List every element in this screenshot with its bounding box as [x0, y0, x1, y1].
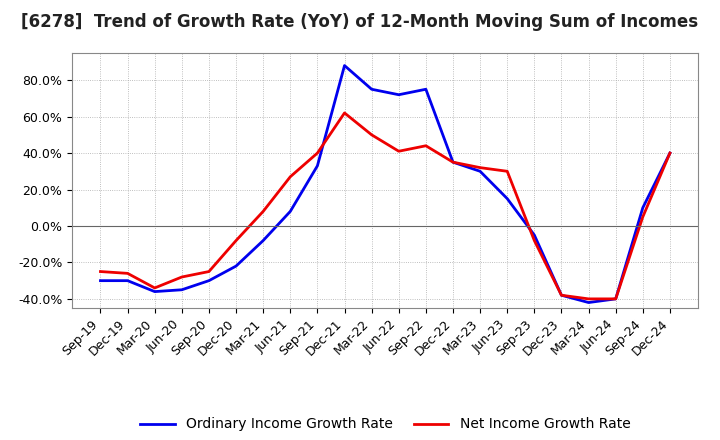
Net Income Growth Rate	[232, 238, 240, 243]
Ordinary Income Growth Rate	[530, 232, 539, 238]
Legend: Ordinary Income Growth Rate, Net Income Growth Rate: Ordinary Income Growth Rate, Net Income …	[135, 412, 636, 437]
Net Income Growth Rate	[341, 110, 349, 116]
Line: Ordinary Income Growth Rate: Ordinary Income Growth Rate	[101, 66, 670, 303]
Net Income Growth Rate	[584, 296, 593, 301]
Ordinary Income Growth Rate	[367, 87, 376, 92]
Net Income Growth Rate	[449, 160, 457, 165]
Ordinary Income Growth Rate	[123, 278, 132, 283]
Net Income Growth Rate	[665, 150, 674, 156]
Net Income Growth Rate	[557, 293, 566, 298]
Net Income Growth Rate	[611, 296, 620, 301]
Line: Net Income Growth Rate: Net Income Growth Rate	[101, 113, 670, 299]
Net Income Growth Rate	[96, 269, 105, 274]
Net Income Growth Rate	[204, 269, 213, 274]
Text: [6278]  Trend of Growth Rate (YoY) of 12-Month Moving Sum of Incomes: [6278] Trend of Growth Rate (YoY) of 12-…	[22, 13, 698, 31]
Ordinary Income Growth Rate	[584, 300, 593, 305]
Net Income Growth Rate	[367, 132, 376, 137]
Ordinary Income Growth Rate	[313, 163, 322, 169]
Ordinary Income Growth Rate	[665, 150, 674, 156]
Net Income Growth Rate	[639, 214, 647, 220]
Net Income Growth Rate	[150, 285, 159, 290]
Ordinary Income Growth Rate	[557, 293, 566, 298]
Ordinary Income Growth Rate	[503, 196, 511, 201]
Ordinary Income Growth Rate	[96, 278, 105, 283]
Ordinary Income Growth Rate	[611, 296, 620, 301]
Net Income Growth Rate	[476, 165, 485, 170]
Net Income Growth Rate	[123, 271, 132, 276]
Ordinary Income Growth Rate	[150, 289, 159, 294]
Net Income Growth Rate	[259, 209, 268, 214]
Ordinary Income Growth Rate	[232, 264, 240, 269]
Net Income Growth Rate	[313, 150, 322, 156]
Net Income Growth Rate	[503, 169, 511, 174]
Ordinary Income Growth Rate	[178, 287, 186, 293]
Ordinary Income Growth Rate	[286, 209, 294, 214]
Ordinary Income Growth Rate	[204, 278, 213, 283]
Net Income Growth Rate	[178, 275, 186, 280]
Ordinary Income Growth Rate	[476, 169, 485, 174]
Ordinary Income Growth Rate	[259, 238, 268, 243]
Net Income Growth Rate	[395, 149, 403, 154]
Ordinary Income Growth Rate	[395, 92, 403, 97]
Net Income Growth Rate	[421, 143, 430, 148]
Net Income Growth Rate	[530, 238, 539, 243]
Net Income Growth Rate	[286, 174, 294, 180]
Ordinary Income Growth Rate	[449, 160, 457, 165]
Ordinary Income Growth Rate	[341, 63, 349, 68]
Ordinary Income Growth Rate	[639, 205, 647, 210]
Ordinary Income Growth Rate	[421, 87, 430, 92]
